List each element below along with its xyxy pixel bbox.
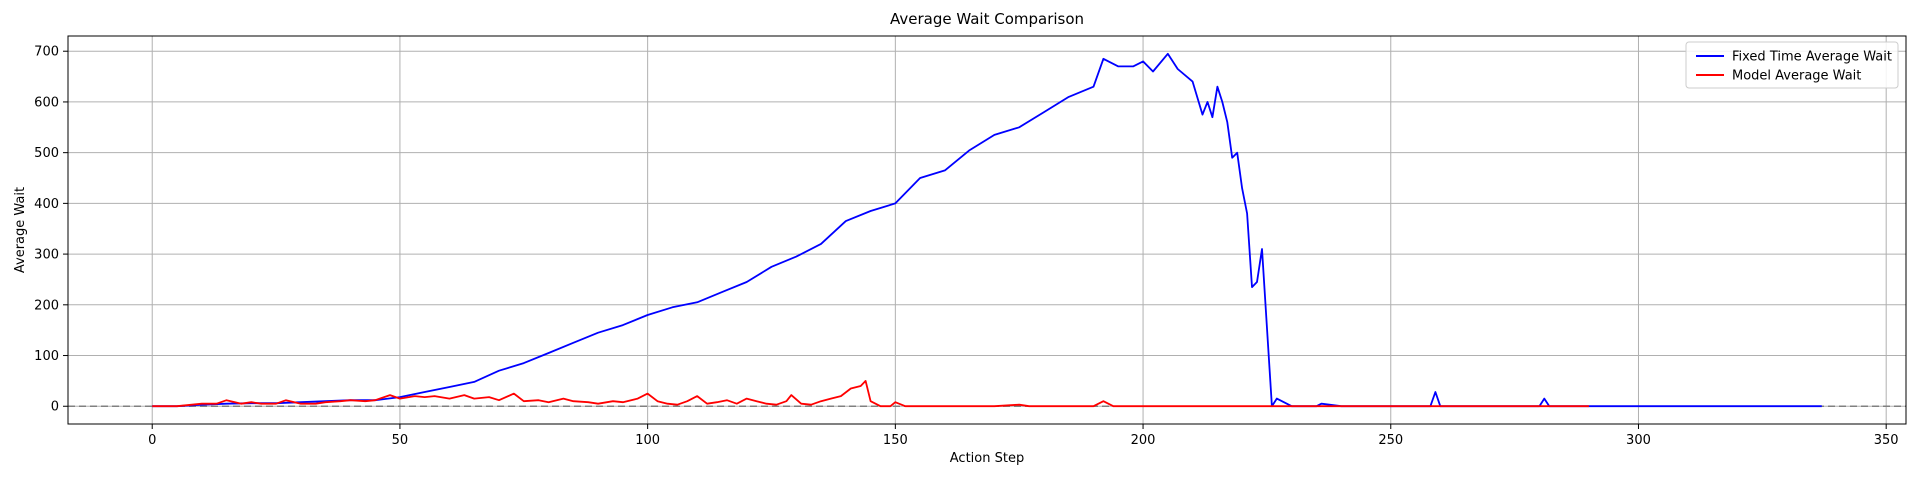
x-tick-label: 0 — [148, 433, 156, 448]
legend: Fixed Time Average Wait Model Average Wai… — [1685, 41, 1899, 89]
x-tick-label: 200 — [1131, 433, 1156, 448]
y-tick-label: 0 — [51, 400, 59, 415]
legend-label: Fixed Time Average Wait — [1732, 50, 1892, 65]
grid-layer — [68, 36, 1906, 424]
x-tick-label: 50 — [392, 433, 409, 448]
y-tick-label: 500 — [34, 146, 59, 161]
x-tick-label: 250 — [1378, 433, 1403, 448]
y-tick-label: 400 — [34, 197, 59, 212]
legend-box — [1685, 41, 1899, 89]
y-tick-label: 600 — [34, 95, 59, 110]
y-tick-label: 700 — [34, 45, 59, 60]
series-line-0 — [152, 52, 1822, 408]
series-line-1 — [152, 379, 1589, 408]
y-tick-label: 100 — [34, 349, 59, 364]
y-tick-label: 200 — [34, 298, 59, 313]
plot-frame — [67, 35, 1907, 425]
x-tick-label: 100 — [635, 433, 660, 448]
series-layer — [152, 52, 1822, 408]
legend-label: Model Average Wait — [1732, 69, 1861, 84]
y-tick-label: 300 — [34, 248, 59, 263]
x-tick-label: 350 — [1874, 433, 1899, 448]
x-tick-label: 150 — [883, 433, 908, 448]
y-axis-label: Average Wait — [13, 187, 28, 273]
chart-title: Average Wait Comparison — [890, 10, 1084, 28]
x-tick-label: 300 — [1626, 433, 1651, 448]
axes-layer: 0 50 100 150 200 250 300 350 0 100 200 300 400 500 600… — [34, 35, 1907, 448]
x-axis-label: Action Step — [950, 451, 1024, 466]
